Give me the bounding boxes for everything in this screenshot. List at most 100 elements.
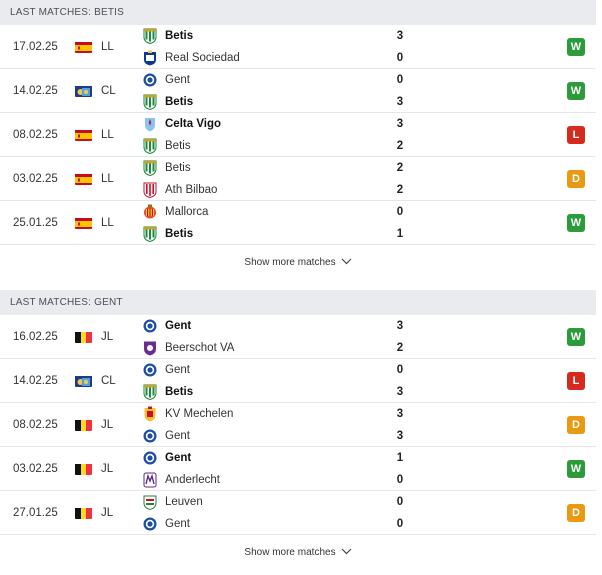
home-team-name: Betis (165, 162, 191, 174)
match-date: 08.02.25 (13, 419, 58, 431)
away-team[interactable]: Betis (143, 91, 193, 113)
away-team[interactable]: Gent (143, 425, 190, 447)
betis-crest-icon (143, 138, 157, 155)
result-badge: D (567, 504, 585, 522)
match-row[interactable]: 03.02.25 LL Betis Ath Bilbao 2 2 D (0, 157, 596, 201)
away-score: 3 (396, 386, 404, 398)
match-row[interactable]: 08.02.25 LL Celta Vigo Betis 3 2 L (0, 113, 596, 157)
home-team-name: Celta Vigo (165, 118, 222, 130)
away-score: 0 (396, 52, 404, 64)
away-team-name: Anderlecht (165, 474, 220, 486)
away-score: 2 (396, 184, 404, 196)
away-team-name: Beerschot VA (165, 342, 235, 354)
cl-flag-icon (75, 85, 92, 97)
betis-crest-icon (143, 384, 157, 401)
match-row[interactable]: 14.02.25 CL Gent Betis 0 3 W (0, 69, 596, 113)
home-team[interactable]: KV Mechelen (143, 403, 233, 425)
home-score: 1 (396, 452, 404, 464)
match-row[interactable]: 17.02.25 LL Betis Real Sociedad 3 0 W (0, 25, 596, 69)
home-team[interactable]: Gent (143, 315, 191, 337)
match-date: 27.01.25 (13, 507, 58, 519)
away-team[interactable]: Real Sociedad (143, 47, 240, 69)
home-team-name: KV Mechelen (165, 408, 234, 420)
home-score: 2 (396, 162, 404, 174)
celta-crest-icon (143, 116, 157, 132)
home-team[interactable]: Gent (143, 359, 190, 381)
match-date: 03.02.25 (13, 463, 58, 475)
match-row[interactable]: 14.02.25 CL Gent Betis 0 3 L (0, 359, 596, 403)
away-team-name: Betis (165, 140, 191, 152)
home-team[interactable]: Celta Vigo (143, 113, 221, 135)
away-team-name: Gent (165, 430, 190, 442)
be-flag-icon (75, 463, 92, 475)
home-team-name: Gent (165, 364, 190, 376)
gent-crest-icon (143, 450, 157, 466)
away-team-name: Betis (165, 228, 194, 240)
away-team[interactable]: Betis (143, 381, 193, 403)
match-row[interactable]: 16.02.25 JL Gent Beerschot VA 3 2 W (0, 315, 596, 359)
section-title: LAST MATCHES: BETIS (0, 0, 596, 25)
gent-crest-icon (143, 516, 157, 532)
match-date: 14.02.25 (13, 85, 58, 97)
home-team-name: Mallorca (165, 206, 209, 218)
betis-crest-icon (143, 28, 157, 45)
home-team[interactable]: Leuven (143, 491, 203, 513)
match-date: 03.02.25 (13, 173, 58, 185)
mechelen-crest-icon (143, 406, 157, 422)
competition-label: JL (101, 507, 114, 519)
away-team[interactable]: Ath Bilbao (143, 179, 217, 201)
betis-crest-icon (143, 160, 157, 177)
competition-label: JL (101, 463, 114, 475)
result-badge: W (567, 82, 585, 100)
away-team[interactable]: Betis (143, 135, 191, 157)
match-list: 17.02.25 LL Betis Real Sociedad 3 0 W 14.02.25 C… (0, 25, 596, 245)
competition-label: JL (101, 331, 114, 343)
section-title: LAST MATCHES: GENT (0, 290, 596, 315)
cl-flag-icon (75, 375, 92, 387)
beerschot-crest-icon (143, 340, 157, 356)
match-list: 16.02.25 JL Gent Beerschot VA 3 2 W 14.02.25 CL G… (0, 315, 596, 535)
leuven-crest-icon (143, 494, 157, 511)
away-score: 3 (396, 430, 404, 442)
be-flag-icon (75, 419, 92, 431)
home-team[interactable]: Betis (143, 25, 193, 47)
match-row[interactable]: 25.01.25 LL Mallorca Betis 0 1 W (0, 201, 596, 245)
home-team[interactable]: Betis (143, 157, 191, 179)
match-date: 25.01.25 (13, 217, 58, 229)
mallorca-crest-icon (143, 204, 157, 220)
result-badge: D (567, 170, 585, 188)
match-row[interactable]: 03.02.25 JL Gent Anderlecht 1 0 W (0, 447, 596, 491)
gent-crest-icon (143, 72, 157, 88)
home-score: 3 (396, 408, 404, 420)
home-score: 3 (396, 320, 404, 332)
home-team-name: Leuven (165, 496, 203, 508)
show-more-button[interactable]: Show more matches (0, 245, 596, 281)
home-team-name: Gent (165, 74, 190, 86)
home-team[interactable]: Gent (143, 69, 190, 91)
es-flag-icon (75, 129, 92, 141)
home-team[interactable]: Mallorca (143, 201, 208, 223)
competition-label: LL (101, 129, 114, 141)
away-team[interactable]: Gent (143, 513, 190, 535)
home-score: 0 (396, 74, 404, 86)
be-flag-icon (75, 507, 92, 519)
away-team[interactable]: Betis (143, 223, 193, 245)
away-score: 2 (396, 342, 404, 354)
match-row[interactable]: 27.01.25 JL Leuven Gent 0 0 D (0, 491, 596, 535)
section-gent: LAST MATCHES: GENT 16.02.25 JL Gent Beersch… (0, 290, 596, 571)
home-score: 0 (396, 364, 404, 376)
match-date: 14.02.25 (13, 375, 58, 387)
home-team-name: Gent (165, 452, 192, 464)
gent-crest-icon (143, 428, 157, 444)
betis-crest-icon (143, 226, 157, 243)
home-score: 0 (396, 206, 404, 218)
away-team[interactable]: Beerschot VA (143, 337, 234, 359)
home-team[interactable]: Gent (143, 447, 191, 469)
match-date: 08.02.25 (13, 129, 58, 141)
match-row[interactable]: 08.02.25 JL KV Mechelen Gent 3 3 D (0, 403, 596, 447)
result-badge: W (567, 460, 585, 478)
away-team-name: Betis (165, 386, 194, 398)
home-team-name: Betis (165, 30, 194, 42)
away-team[interactable]: Anderlecht (143, 469, 220, 491)
show-more-button[interactable]: Show more matches (0, 535, 596, 571)
